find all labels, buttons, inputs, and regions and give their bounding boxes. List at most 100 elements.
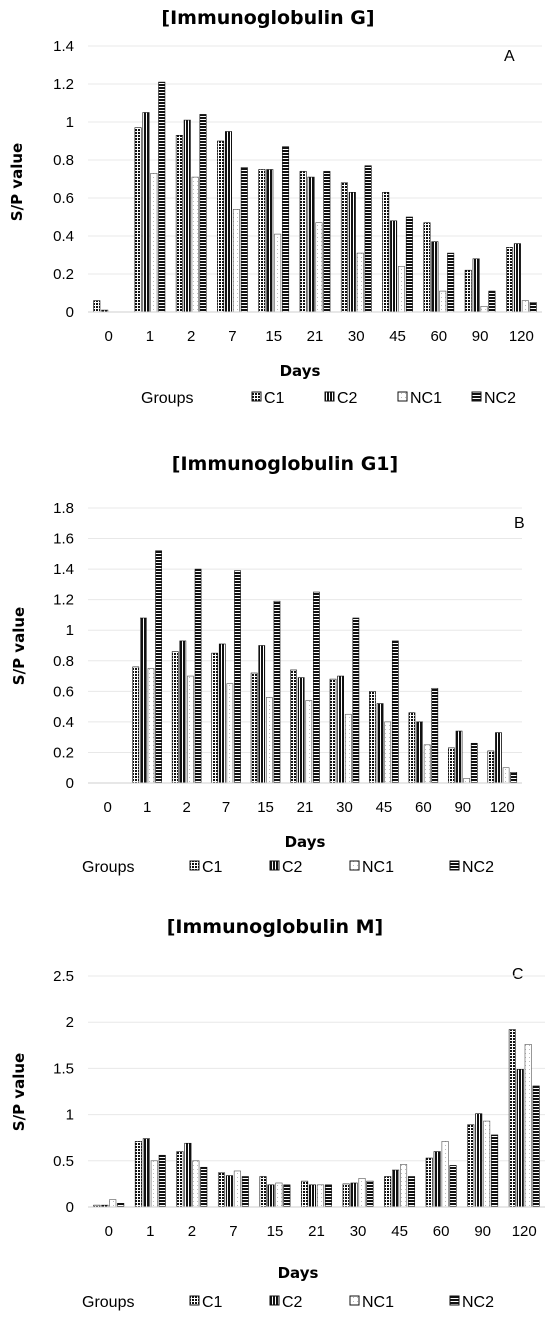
y-tick-label: 0.2 — [53, 744, 74, 761]
bar-c2 — [390, 220, 398, 313]
x-tick-label: 1 — [146, 328, 154, 345]
chart-a-title: [Immunoglobulin G] — [161, 7, 374, 29]
chart-b-x-axis-title: Days — [285, 833, 326, 851]
bar-nc1 — [232, 209, 240, 313]
chart-b-y-ticks: 0 0.2 0.4 0.6 0.8 1 1.2 1.4 1.6 1.8 — [53, 500, 74, 792]
bar-c2 — [140, 617, 147, 784]
bar-nc1 — [358, 1178, 366, 1208]
bar-c2 — [179, 640, 187, 784]
legend-label-nc2: NC2 — [462, 859, 494, 876]
y-tick-label: 0.8 — [53, 152, 74, 169]
chart-c-x-ticks: 0 1 2 7 15 21 30 45 60 90 120 — [105, 1223, 537, 1240]
legend-label-nc1: NC1 — [410, 390, 442, 407]
legend-swatch-nc1 — [397, 391, 408, 402]
chart-c-title: [Immunoglobulin M] — [167, 916, 384, 938]
bar-c2 — [433, 1151, 441, 1208]
x-tick-label: 0 — [105, 1223, 113, 1240]
bar-nc2 — [488, 290, 496, 313]
chart-b-x-ticks: 0 1 2 7 15 21 30 45 60 90 120 — [104, 799, 515, 816]
bar-c2 — [225, 131, 233, 313]
bar-nc2 — [532, 1085, 540, 1208]
x-tick-label: 7 — [228, 328, 236, 345]
bar-c1 — [408, 712, 416, 784]
bar-c2 — [266, 169, 274, 313]
y-tick-label: 0.6 — [53, 683, 74, 700]
y-tick-label: 1.4 — [53, 561, 74, 578]
bar-nc1 — [226, 683, 234, 784]
bar-nc2 — [200, 1166, 208, 1208]
x-tick-label: 15 — [265, 328, 282, 345]
bar-nc1 — [191, 176, 199, 313]
bar-c1 — [464, 269, 472, 313]
chart-a-legend-title: Groups — [141, 390, 193, 407]
legend-swatch-c1 — [251, 391, 262, 402]
bar-c2 — [516, 1069, 524, 1208]
chart-c-y-axis-title: S/P value — [10, 1053, 28, 1131]
bar-nc2 — [391, 640, 399, 784]
bar-c1 — [448, 747, 455, 784]
bar-nc2 — [241, 1176, 249, 1208]
chart-a-legend: C1 C2 NC1 NC2 — [251, 390, 516, 407]
bar-nc2 — [470, 742, 478, 784]
bar-c2 — [267, 1184, 275, 1208]
legend-swatch-c1 — [189, 1295, 200, 1306]
bar-nc2 — [273, 600, 281, 784]
bar-nc2 — [282, 146, 290, 313]
bar-c1 — [171, 651, 179, 784]
bar-c1 — [369, 691, 376, 784]
bar-c1 — [93, 300, 101, 313]
bar-c1 — [259, 1176, 267, 1208]
chart-b-panel-label: B — [514, 515, 525, 532]
bar-nc2 — [313, 591, 320, 784]
bar-c2 — [475, 1113, 483, 1208]
y-tick-label: 1.8 — [53, 500, 74, 517]
legend-swatch-c1 — [189, 860, 200, 871]
bar-c2 — [337, 675, 345, 784]
x-tick-label: 30 — [350, 1223, 367, 1240]
bar-nc1 — [187, 675, 194, 784]
x-tick-label: 45 — [376, 799, 393, 816]
legend-label-c1: C1 — [202, 859, 223, 876]
bar-nc1 — [275, 1182, 283, 1208]
bar-c2 — [142, 1138, 150, 1208]
bar-c1 — [340, 182, 348, 313]
legend-label-nc2: NC2 — [462, 1294, 494, 1311]
legend-swatch-c2 — [269, 1295, 280, 1306]
bar-nc2 — [324, 1184, 332, 1208]
bar-c1 — [508, 1029, 516, 1208]
bar-c2 — [472, 258, 480, 313]
chart-a-svg: [Immunoglobulin G] A 0 0.2 0.4 0.6 0.8 1 1.2 1.… — [8, 7, 542, 407]
bar-nc2 — [240, 167, 248, 313]
y-tick-label: 2.5 — [53, 968, 74, 985]
x-tick-label: 120 — [509, 328, 534, 345]
chart-c-panel-label: C — [512, 966, 524, 983]
bar-nc1 — [441, 1141, 449, 1208]
bar-c2 — [183, 119, 191, 313]
bar-c1 — [134, 127, 142, 313]
chart-panel-a: [Immunoglobulin G] A 0 0.2 0.4 0.6 0.8 1 1.2 1.… — [0, 0, 545, 430]
chart-c-y-ticks: 0 0.5 1 1.5 2 2.5 — [53, 968, 74, 1216]
bar-nc2 — [510, 772, 518, 784]
x-tick-label: 0 — [104, 328, 112, 345]
y-tick-label: 0.4 — [53, 228, 74, 245]
bar-nc1 — [150, 1160, 158, 1208]
y-tick-label: 0.6 — [53, 190, 74, 207]
x-tick-label: 7 — [229, 1223, 237, 1240]
bar-c1 — [506, 247, 514, 313]
x-tick-label: 2 — [187, 328, 195, 345]
bar-nc1 — [344, 713, 352, 784]
y-tick-label: 1.5 — [53, 1060, 74, 1077]
bar-nc1 — [147, 668, 155, 784]
bar-c1 — [329, 678, 337, 784]
bar-nc2 — [364, 165, 372, 313]
legend-label-nc1: NC1 — [362, 859, 394, 876]
y-tick-label: 1.4 — [53, 38, 74, 55]
bar-nc2 — [352, 617, 360, 784]
bar-nc1 — [265, 697, 273, 784]
x-tick-label: 120 — [490, 799, 515, 816]
chart-c-legend-title: Groups — [82, 1294, 134, 1311]
x-tick-label: 1 — [146, 1223, 154, 1240]
chart-b-y-axis-title: S/P value — [10, 607, 28, 685]
chart-b-svg: [Immunoglobulin G1] B 0 0.2 0.4 0.6 0.8 1 1.2 1… — [10, 453, 525, 876]
bar-c2 — [416, 721, 423, 784]
